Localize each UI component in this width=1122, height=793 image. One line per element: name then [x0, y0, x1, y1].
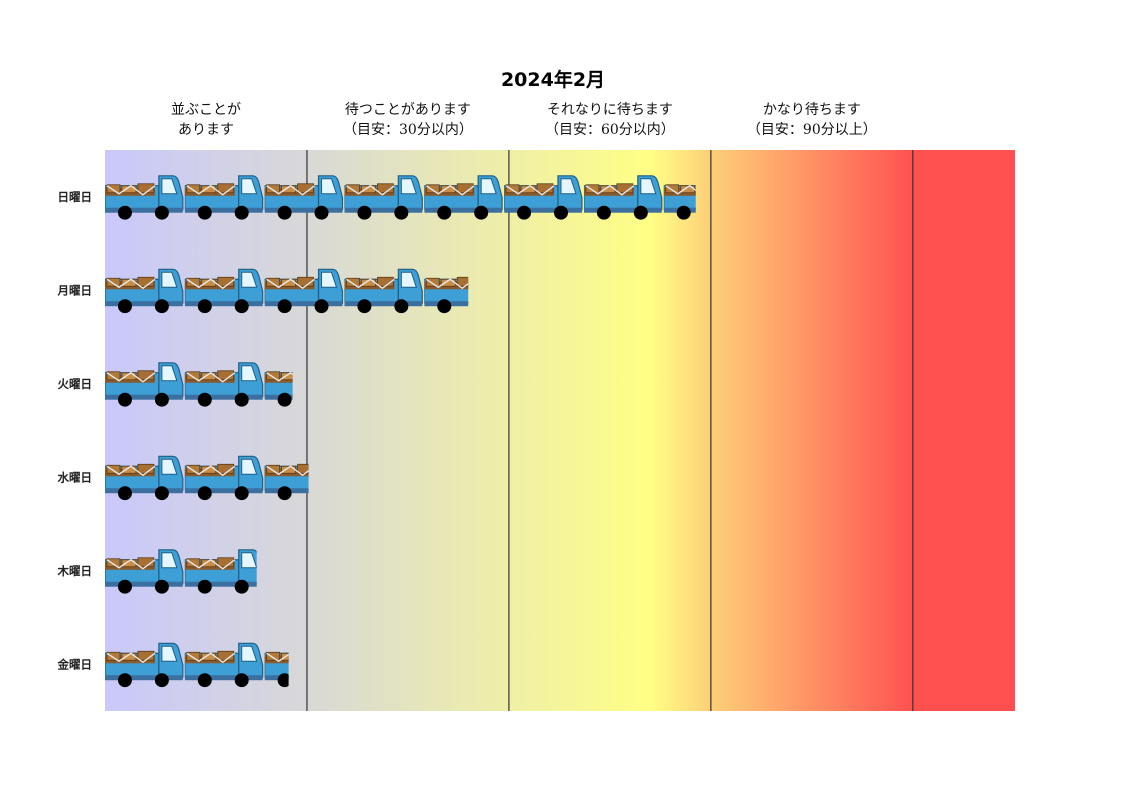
band-label-2-line-2: （目安：30分以内）: [343, 122, 473, 138]
day-label-3: 火曜日: [58, 377, 93, 391]
chart-title: 2024年2月: [501, 68, 605, 91]
band-dividers: [306, 150, 914, 711]
band-label-4-line-2: （目安：90分以上）: [747, 122, 877, 138]
day-label-4: 水曜日: [58, 470, 93, 484]
band-label-1-line-1: 並ぶことが: [171, 102, 241, 118]
band-label-3-line-1: それなりに待ちます: [547, 102, 673, 118]
day-label-1: 日曜日: [58, 190, 93, 204]
band-label-2-line-1: 待つことがあります: [345, 102, 471, 118]
band-label-4-line-1: かなり待ちます: [763, 102, 861, 118]
day-label-2: 月曜日: [57, 283, 93, 297]
waiting-time-gradient-background: [105, 150, 1015, 711]
day-label-6: 金曜日: [57, 657, 93, 671]
band-label-3-line-2: （目安：60分以内）: [545, 122, 675, 138]
day-label-5: 木曜日: [57, 564, 93, 578]
band-label-1-line-2: あります: [178, 122, 234, 138]
